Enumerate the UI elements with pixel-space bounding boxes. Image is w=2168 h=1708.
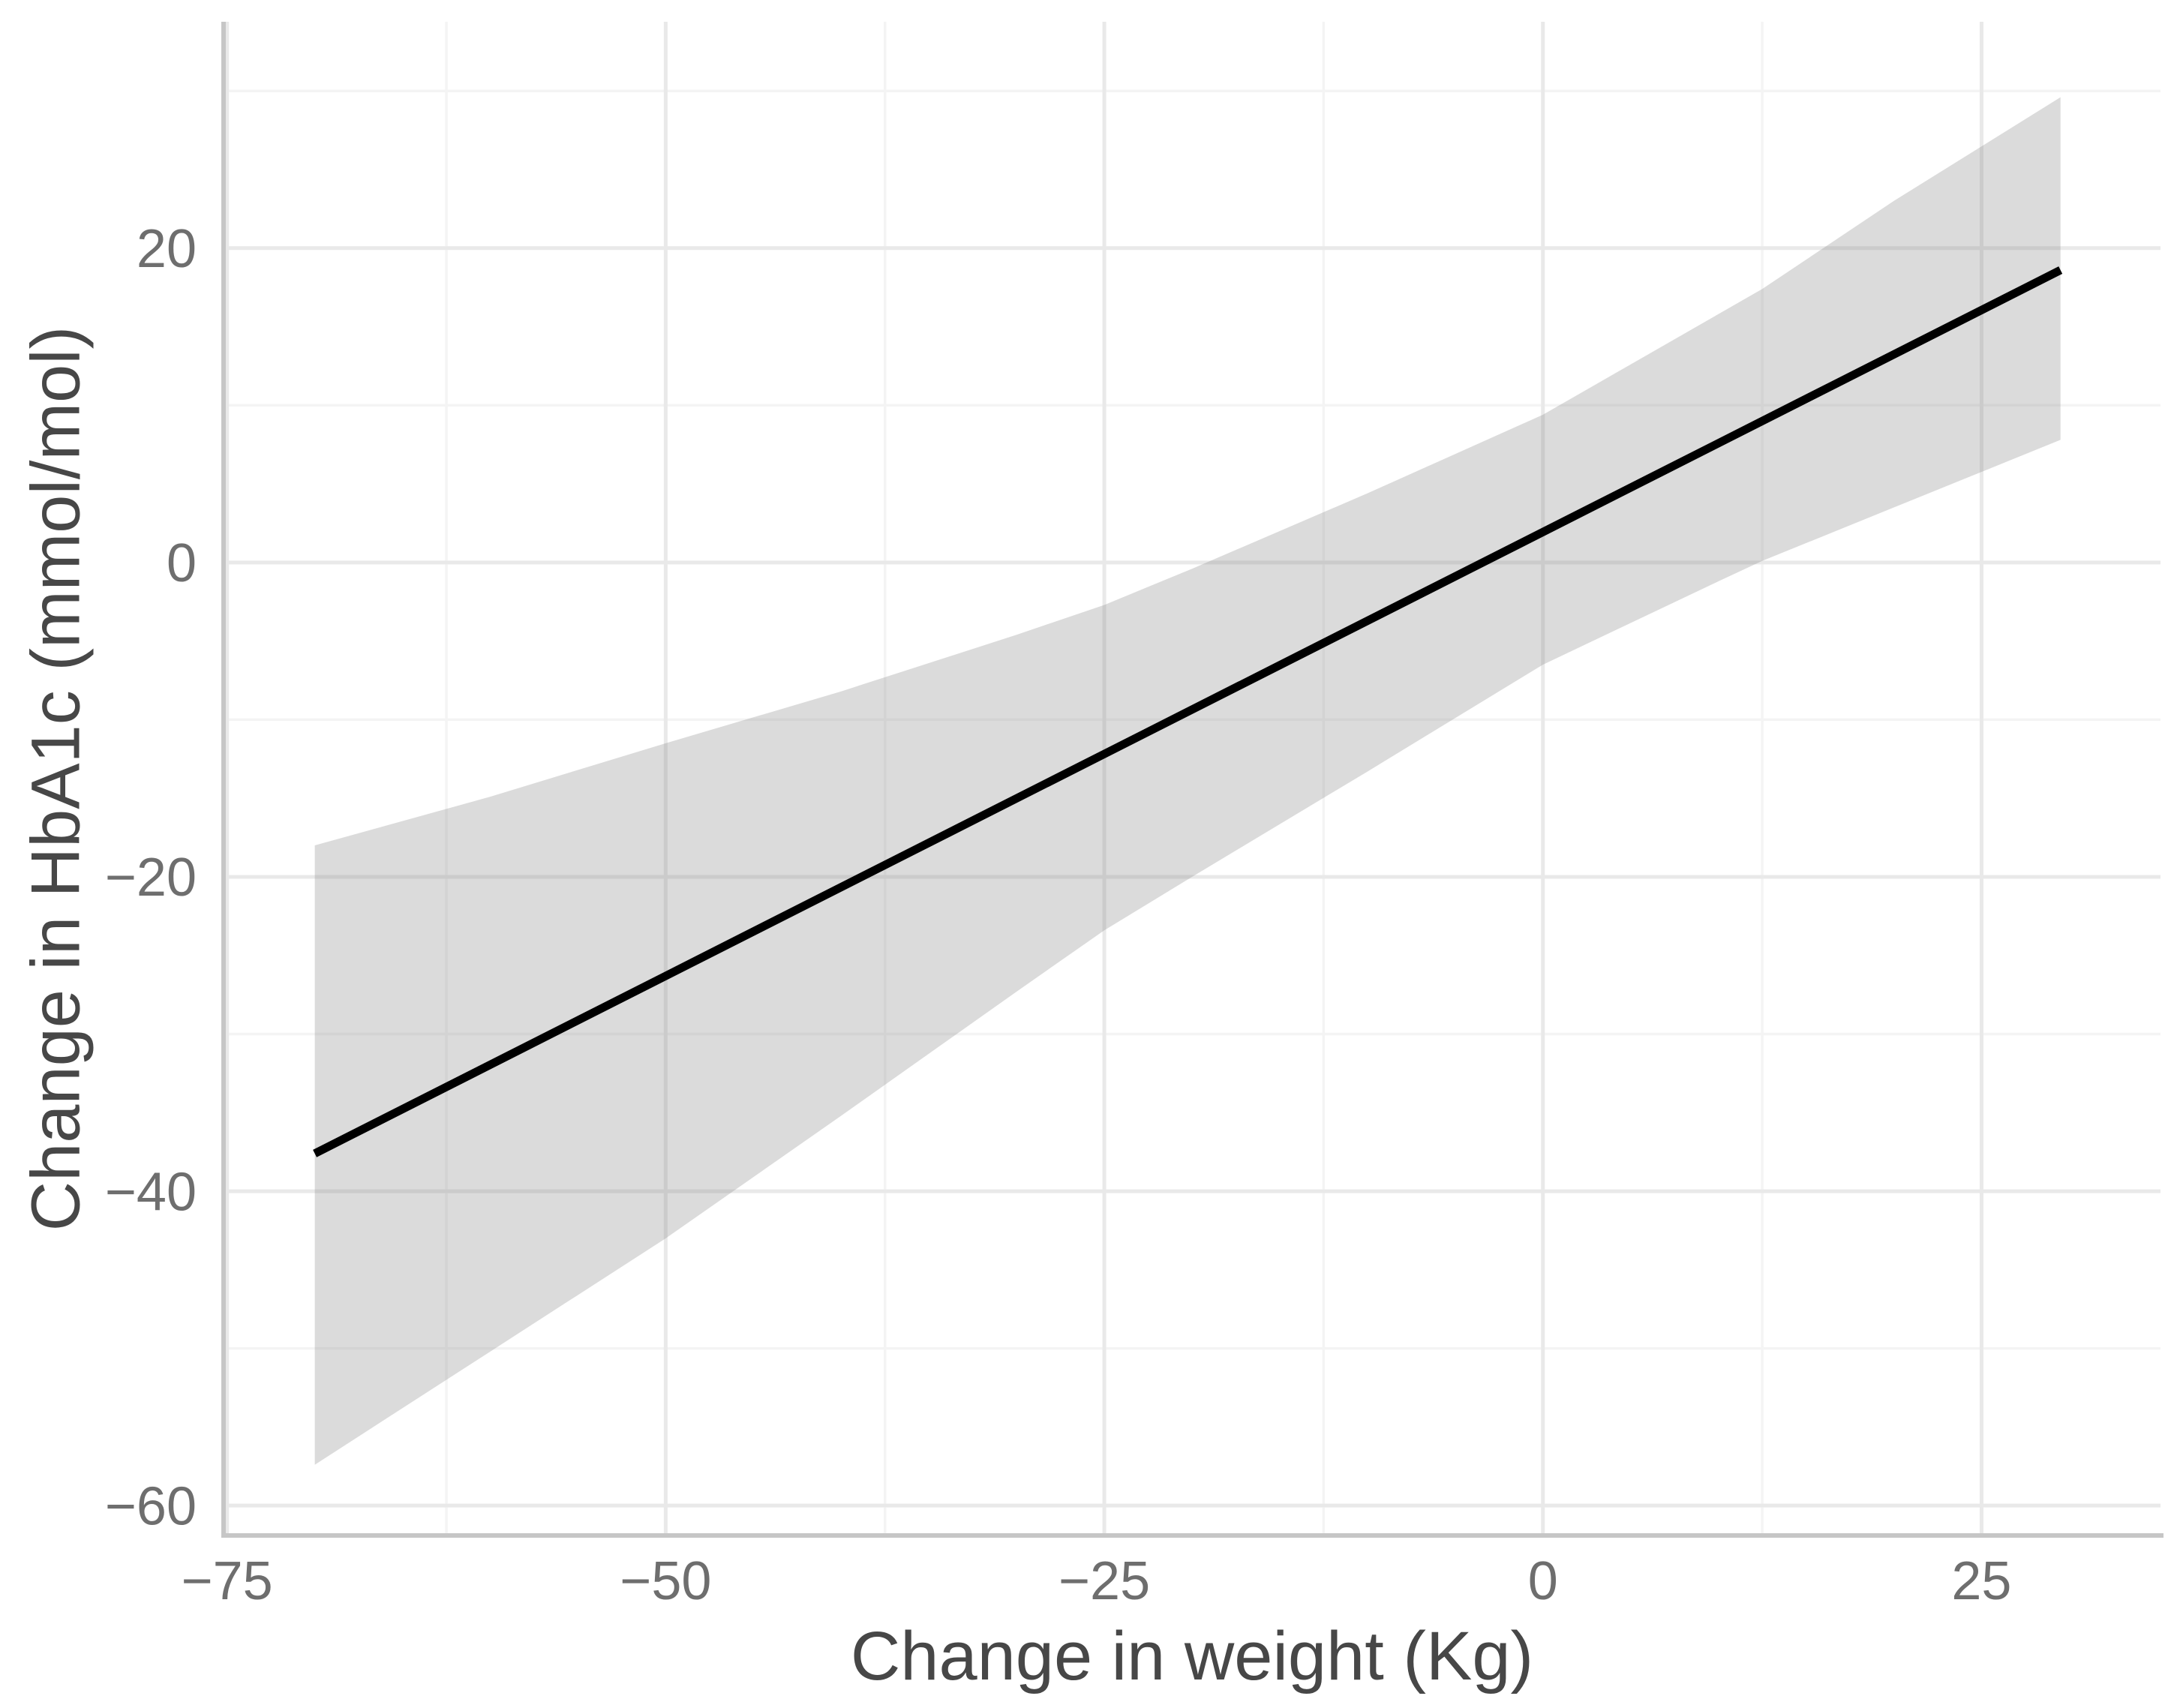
y-tick-label: 0 (167, 533, 197, 593)
y-tick-label: −60 (105, 1476, 197, 1536)
x-tick-label: 0 (1528, 1551, 1558, 1611)
y-tick-label: 20 (137, 219, 197, 279)
x-tick-label: −25 (1058, 1551, 1150, 1611)
confidence-ribbon (314, 97, 2061, 1465)
x-tick-label: 25 (1951, 1551, 2011, 1611)
y-axis-title: Change in HbA1c (mmol/mol) (17, 326, 95, 1232)
x-axis-title: Change in weight (Kg) (850, 1618, 1534, 1694)
regression-line (313, 266, 2063, 1157)
x-tick-label: −75 (182, 1551, 273, 1611)
x-tick-label: −50 (620, 1551, 711, 1611)
y-tick-label: −40 (105, 1162, 197, 1222)
y-tick-label: −20 (105, 848, 197, 908)
